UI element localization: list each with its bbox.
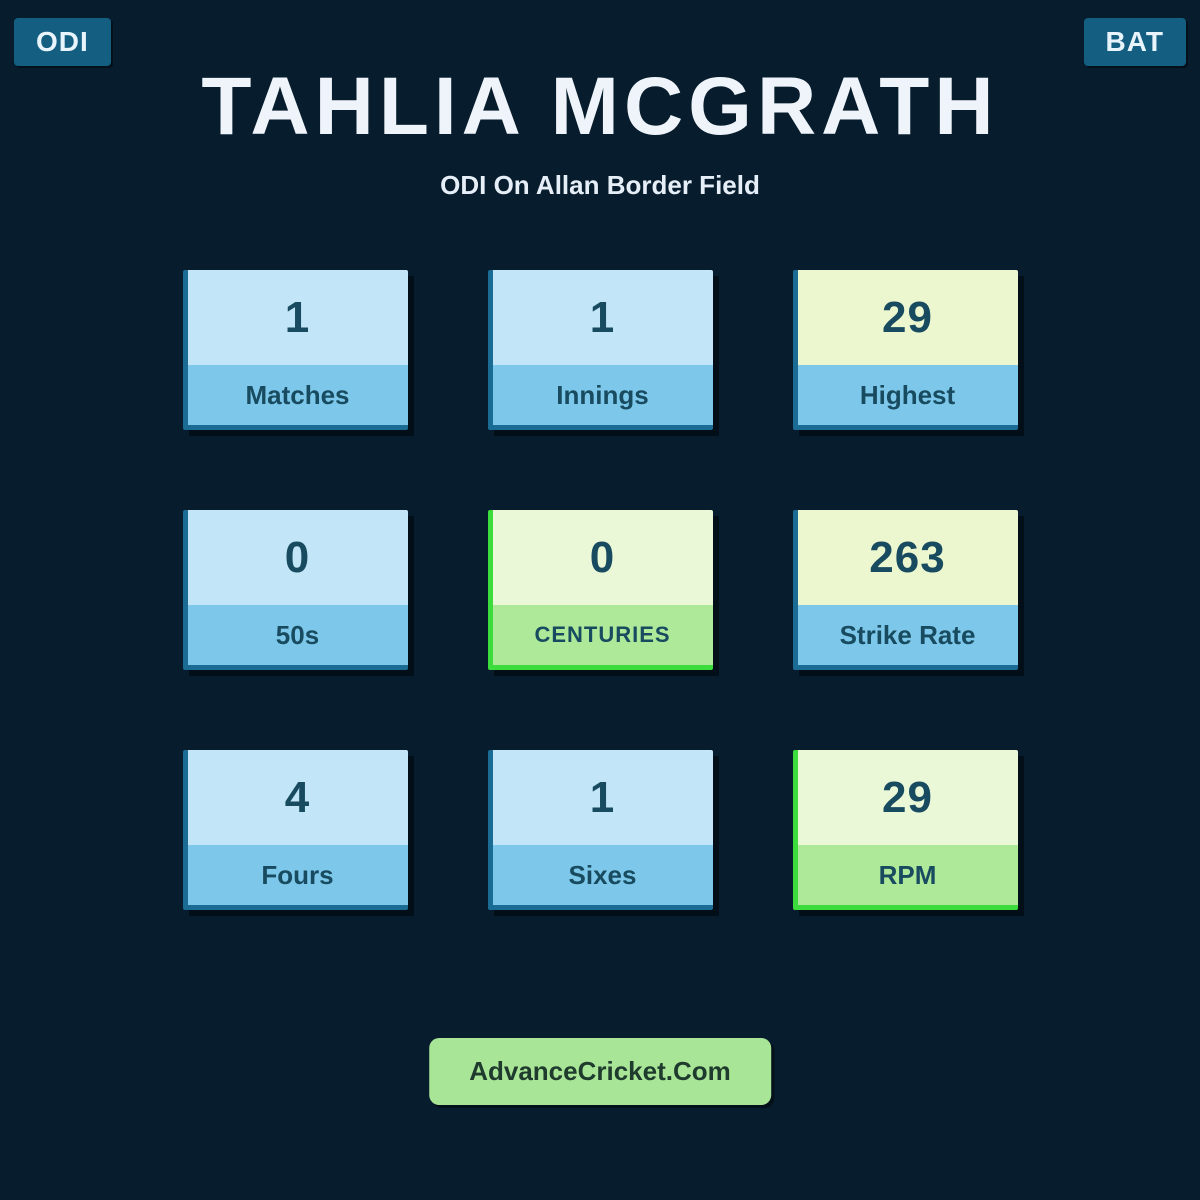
stat-label: Innings: [493, 365, 713, 425]
stat-label: Matches: [188, 365, 408, 425]
stat-label: Fours: [188, 845, 408, 905]
stat-card-sixes: 1 Sixes: [488, 750, 713, 910]
stats-grid: 1 Matches 1 Innings 29 Highest 0 50s 0 C…: [0, 270, 1200, 910]
stat-value: 263: [798, 510, 1018, 605]
format-badge: ODI: [14, 18, 111, 66]
stat-label: Strike Rate: [798, 605, 1018, 665]
stat-card-innings: 1 Innings: [488, 270, 713, 430]
stat-value: 1: [188, 270, 408, 365]
stat-label: CENTURIES: [493, 605, 713, 665]
stat-card-matches: 1 Matches: [183, 270, 408, 430]
stat-value: 0: [188, 510, 408, 605]
stat-value: 29: [798, 270, 1018, 365]
stat-value: 1: [493, 270, 713, 365]
role-badge: BAT: [1084, 18, 1186, 66]
stat-card-strike-rate: 263 Strike Rate: [793, 510, 1018, 670]
stat-value: 1: [493, 750, 713, 845]
player-name: TAHLIA MCGRATH: [0, 60, 1200, 154]
stat-card-highest: 29 Highest: [793, 270, 1018, 430]
stat-card-50s: 0 50s: [183, 510, 408, 670]
stat-card-centuries: 0 CENTURIES: [488, 510, 713, 670]
stat-value: 0: [493, 510, 713, 605]
source-credit: AdvanceCricket.Com: [429, 1038, 771, 1105]
stat-value: 29: [798, 750, 1018, 845]
stat-card-fours: 4 Fours: [183, 750, 408, 910]
stat-card-rpm: 29 RPM: [793, 750, 1018, 910]
context-subtitle: ODI On Allan Border Field: [0, 170, 1200, 201]
stat-label: 50s: [188, 605, 408, 665]
stat-label: Sixes: [493, 845, 713, 905]
stat-value: 4: [188, 750, 408, 845]
stat-label: RPM: [798, 845, 1018, 905]
stat-label: Highest: [798, 365, 1018, 425]
